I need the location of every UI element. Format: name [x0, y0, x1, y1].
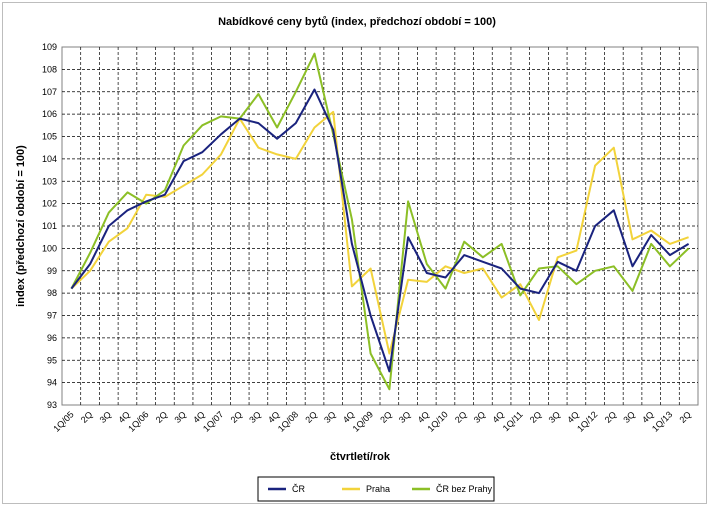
- x-tick-label: 1Q/12: [575, 409, 599, 433]
- y-tick-label: 95: [47, 355, 57, 365]
- legend-label-2: ČR bez Prahy: [436, 484, 493, 494]
- x-tick-label: 3Q: [472, 409, 488, 425]
- series-line-2: [70, 52, 690, 391]
- y-tick-label: 104: [42, 154, 57, 164]
- x-tick-label: 2Q: [79, 409, 95, 425]
- x-tick-label: 2Q: [154, 409, 170, 425]
- x-tick-label: 2Q: [303, 409, 319, 425]
- series-line-1: [70, 110, 689, 355]
- y-tick-label: 98: [47, 288, 57, 298]
- y-tick-label: 105: [42, 132, 57, 142]
- legend-box: [257, 476, 495, 502]
- x-tick-label: 1Q/11: [501, 409, 525, 433]
- series-lines: [70, 52, 690, 391]
- x-tick-label: 3Q: [98, 409, 114, 425]
- x-tick-label: 1Q/09: [351, 409, 375, 433]
- y-tick-label: 103: [42, 176, 57, 186]
- y-tick-label: 102: [42, 199, 57, 209]
- x-tick-label: 3Q: [621, 409, 637, 425]
- x-tick-label: 1Q/05: [51, 409, 75, 433]
- legend-label-1: Praha: [366, 484, 390, 494]
- x-tick-label: 2Q: [528, 409, 544, 425]
- y-tick-labels: 93 94 95 96 97 98 99 100 101 102 103 104 105 106 107 10…: [42, 42, 57, 410]
- y-tick-label: 93: [47, 400, 57, 410]
- x-tick-label: 1Q/10: [425, 409, 449, 433]
- x-axis-title: čtvrtletí/rok: [330, 451, 391, 463]
- x-tick-label: 3Q: [172, 409, 188, 425]
- y-axis-title: index (předchozí období = 100): [15, 145, 27, 307]
- chart-title: Nabídkové ceny bytů (index, předchozí ob…: [218, 16, 496, 28]
- y-tick-label: 96: [47, 333, 57, 343]
- x-tick-label: 1Q/08: [276, 409, 300, 433]
- gridlines: [62, 47, 698, 405]
- legend-label-0: ČR: [292, 484, 305, 494]
- legend: ČR Praha ČR bez Prahy: [257, 476, 495, 502]
- x-tick-label: 1Q/07: [201, 409, 225, 433]
- y-tick-label: 97: [47, 311, 57, 321]
- series-line-0: [70, 88, 690, 373]
- x-tick-label: 3Q: [322, 409, 338, 425]
- x-tick-label: 2Q: [603, 409, 619, 425]
- y-tick-label: 108: [42, 64, 57, 74]
- x-tick-label: 2Q: [677, 409, 693, 425]
- y-tick-label: 101: [42, 221, 57, 231]
- x-tick-label: 1Q/06: [126, 409, 150, 433]
- x-tick-label: 3Q: [397, 409, 413, 425]
- y-tick-label: 94: [47, 378, 57, 388]
- x-tick-label: 2Q: [378, 409, 394, 425]
- x-tick-label: 2Q: [453, 409, 469, 425]
- y-tick-label: 109: [42, 42, 57, 52]
- y-tick-label: 106: [42, 109, 57, 119]
- y-tick-label: 100: [42, 243, 57, 253]
- x-tick-label: 3Q: [247, 409, 263, 425]
- x-tick-label: 3Q: [547, 409, 563, 425]
- y-tick-label: 99: [47, 266, 57, 276]
- x-tick-label: 2Q: [229, 409, 245, 425]
- y-tick-label: 107: [42, 87, 57, 97]
- x-tick-label: 1Q/13: [650, 409, 674, 433]
